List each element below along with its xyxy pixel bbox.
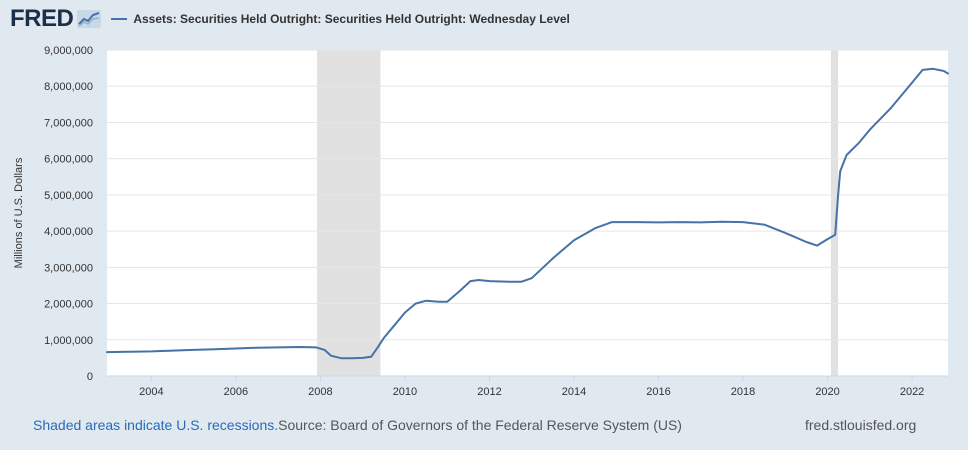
y-tick-label: 2,000,000 (44, 299, 93, 311)
graph-header: FRED Assets: Securities Held Outright: S… (10, 5, 950, 33)
y-tick-label: 5,000,000 (44, 190, 93, 202)
y-tick-label: 1,000,000 (44, 335, 93, 347)
gridlines (107, 49, 948, 341)
fred-graph-icon (77, 10, 102, 28)
series-line-1[interactable] (106, 67, 949, 360)
y-tick-label: 6,000,000 (44, 154, 93, 166)
y-axis-label: Millions of U.S. Dollars (13, 157, 25, 268)
x-tick-label: 2016 (646, 386, 670, 398)
x-tick-label: 2018 (731, 386, 755, 398)
y-tick-label: 4,000,000 (44, 226, 93, 238)
legend: Assets: Securities Held Outright: Securi… (111, 9, 570, 29)
series-layer (106, 67, 949, 360)
recession-band-1 (317, 50, 381, 376)
x-tick-label: 2012 (477, 386, 501, 398)
x-axis-ticks: 2004 2006 2008 2010 2012 2014 2016 2018 2020 2022 (139, 376, 924, 398)
x-tick-label: 2004 (139, 386, 163, 398)
x-tick-label: 2008 (308, 386, 332, 398)
legend-label: Assets: Securities Held Outright: Securi… (133, 12, 570, 26)
y-tick-label: 9,000,000 (44, 45, 93, 57)
y-tick-label: 7,000,000 (44, 117, 93, 129)
source-note: Source: Board of Governors of the Federa… (278, 417, 682, 433)
x-tick-label: 2020 (815, 386, 839, 398)
graph-footer: Shaded areas indicate U.S. recessions.So… (33, 417, 933, 435)
site-link[interactable]: fred.stlouisfed.org (805, 417, 917, 433)
recession-band-2 (830, 50, 839, 376)
plot-background (107, 50, 948, 376)
recession-note-link[interactable]: Shaded areas indicate U.S. recessions. (33, 417, 279, 433)
legend-swatch (111, 18, 128, 20)
recession-shading (317, 50, 839, 376)
fred-logo[interactable]: FRED (10, 5, 102, 33)
x-tick-label: 2022 (900, 386, 924, 398)
y-tick-label: 3,000,000 (44, 262, 93, 274)
y-tick-label: 8,000,000 (44, 81, 93, 93)
x-tick-label: 2014 (562, 386, 586, 398)
x-tick-label: 2010 (393, 386, 417, 398)
fred-logo-text: FRED (10, 5, 74, 32)
y-axis-ticks: 0 1,000,000 2,000,000 3,000,000 4,000,000 5,0… (44, 45, 948, 383)
y-tick-label: 0 (87, 371, 93, 383)
x-tick-label: 2006 (224, 386, 248, 398)
